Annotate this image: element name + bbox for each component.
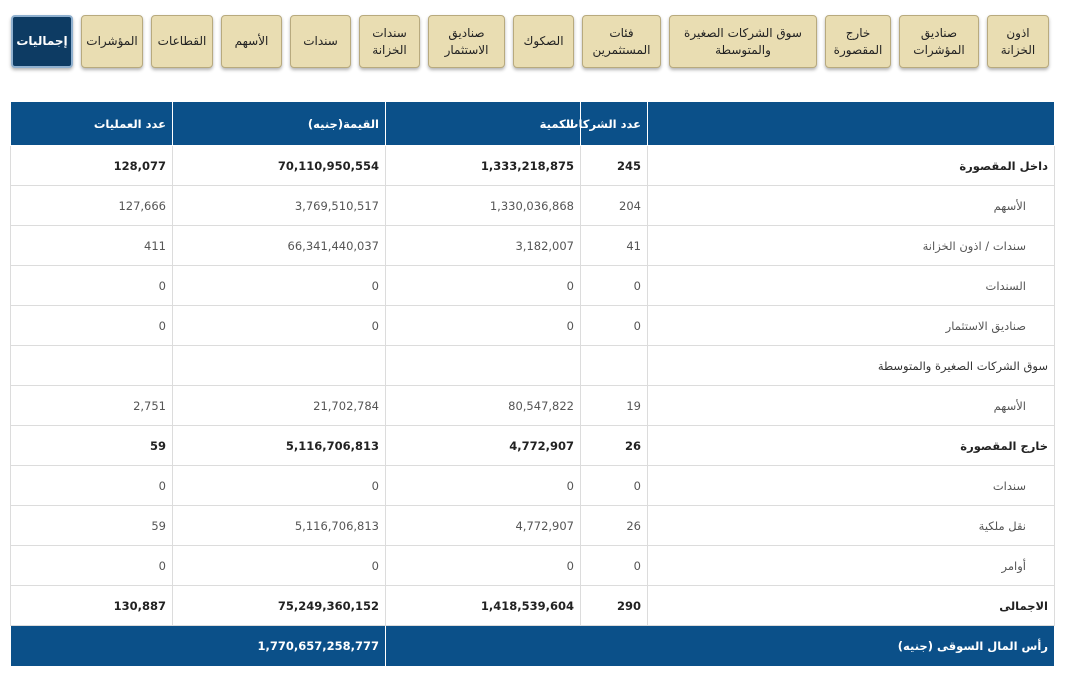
cell: 19: [580, 385, 648, 426]
footer-row: رأس المال السوقى (جنيه) 1,770,657,258,777: [10, 625, 1055, 667]
cell: 5,116,706,813: [172, 425, 386, 466]
cell: 128,077: [10, 145, 173, 186]
cell: 0: [385, 265, 581, 306]
cell: 4,772,907: [385, 505, 581, 546]
cell: 1,330,036,868: [385, 185, 581, 226]
row-label: صناديق الاستثمار: [647, 305, 1055, 346]
header-cell: عدد الشركات: [567, 101, 648, 146]
table-row: سندات 0 0 0 0: [10, 465, 1055, 506]
cell: 290: [580, 585, 648, 626]
cell: 41: [580, 225, 648, 266]
cell: 0: [172, 265, 386, 306]
cell: 3,769,510,517: [172, 185, 386, 226]
header-cell: عدد العمليات: [10, 101, 173, 146]
tab[interactable]: صناديق الاستثمار: [428, 15, 505, 68]
cell: 0: [580, 465, 648, 506]
cell: 70,110,950,554: [172, 145, 386, 186]
header-cell: [647, 101, 1055, 146]
cell: 245: [580, 145, 648, 186]
table-row: صناديق الاستثمار 0 0 0 0: [10, 305, 1055, 346]
tab[interactable]: الأسهم: [221, 15, 282, 68]
cell: 21,702,784: [172, 385, 386, 426]
table-row: السندات 0 0 0 0: [10, 265, 1055, 306]
cell: 66,341,440,037: [172, 225, 386, 266]
table-row: خارج المقصورة 26 4,772,907 5,116,706,813 59: [10, 425, 1055, 466]
table-row: الأسهم 204 1,330,036,868 3,769,510,517 127,6…: [10, 185, 1055, 226]
tab[interactable]: إجماليات: [11, 15, 73, 68]
cell: 0: [10, 265, 173, 306]
footer-value: 1,770,657,258,777: [10, 625, 386, 667]
row-label: الاجمالى: [647, 585, 1055, 626]
table-row: الاجمالى 290 1,418,539,604 75,249,360,152 13…: [10, 585, 1055, 626]
cell: [172, 345, 386, 386]
header-cell: القيمة(جنيه): [172, 101, 386, 146]
tab[interactable]: صناديق المؤشرات: [899, 15, 979, 68]
cell: 127,666: [10, 185, 173, 226]
tab[interactable]: فئات المستثمرين: [582, 15, 661, 68]
cell: 411: [10, 225, 173, 266]
tab[interactable]: خارج المقصورة: [825, 15, 891, 68]
row-label: سوق الشركات الصغيرة والمتوسطة: [647, 345, 1055, 386]
cell: 0: [172, 305, 386, 346]
cell: [385, 345, 581, 386]
row-label: نقل ملكية: [647, 505, 1055, 546]
tab[interactable]: سندات: [290, 15, 351, 68]
cell: 0: [10, 545, 173, 586]
row-label: داخل المقصورة: [647, 145, 1055, 186]
cell: 0: [580, 545, 648, 586]
cell: 59: [10, 505, 173, 546]
cell: 0: [10, 305, 173, 346]
row-label: السندات: [647, 265, 1055, 306]
cell: 5,116,706,813: [172, 505, 386, 546]
cell: 204: [580, 185, 648, 226]
cell: 26: [580, 505, 648, 546]
table-body: داخل المقصورة 245 1,333,218,875 70,110,950,…: [10, 145, 1055, 667]
table-row: نقل ملكية 26 4,772,907 5,116,706,813 59: [10, 505, 1055, 546]
row-label: الأسهم: [647, 185, 1055, 226]
tab[interactable]: اذون الخزانة: [987, 15, 1049, 68]
row-label: سندات / اذون الخزانة: [647, 225, 1055, 266]
cell: 3,182,007: [385, 225, 581, 266]
header-row: عدد الشركات الكمية القيمة(جنيه) عدد العمليا…: [10, 101, 1055, 146]
cell: 0: [580, 305, 648, 346]
cell: 1,418,539,604: [385, 585, 581, 626]
cell: 0: [385, 305, 581, 346]
table-row: الأسهم 19 80,547,822 21,702,784 2,751: [10, 385, 1055, 426]
cell: 0: [10, 465, 173, 506]
table-row: سندات / اذون الخزانة 41 3,182,007 66,341,44…: [10, 225, 1055, 266]
cell: 59: [10, 425, 173, 466]
tab[interactable]: المؤشرات: [81, 15, 143, 68]
tab[interactable]: سندات الخزانة: [359, 15, 420, 68]
cell: [580, 345, 648, 386]
table-row: داخل المقصورة 245 1,333,218,875 70,110,950,…: [10, 145, 1055, 186]
cell: 1,333,218,875: [385, 145, 581, 186]
cell: 26: [580, 425, 648, 466]
row-label: الأسهم: [647, 385, 1055, 426]
cell: 80,547,822: [385, 385, 581, 426]
footer-label: رأس المال السوقى (جنيه): [385, 625, 1055, 667]
tab[interactable]: القطاعات: [151, 15, 213, 68]
cell: 0: [172, 545, 386, 586]
table-row: سوق الشركات الصغيرة والمتوسطة: [10, 345, 1055, 386]
tab-bar: إجماليات المؤشرات القطاعات الأسهم سندات سندات…: [11, 15, 1049, 68]
header-cell: الكمية: [385, 101, 581, 146]
row-label: أوامر: [647, 545, 1055, 586]
cell: 75,249,360,152: [172, 585, 386, 626]
summary-table: عدد الشركات الكمية القيمة(جنيه) عدد العمليا…: [10, 101, 1055, 667]
cell: 4,772,907: [385, 425, 581, 466]
cell: 2,751: [10, 385, 173, 426]
tab[interactable]: سوق الشركات الصغيرة والمتوسطة: [669, 15, 817, 68]
row-label: سندات: [647, 465, 1055, 506]
cell: 0: [580, 265, 648, 306]
cell: 130,887: [10, 585, 173, 626]
cell: [10, 345, 173, 386]
cell: 0: [385, 465, 581, 506]
tab[interactable]: الصكوك: [513, 15, 574, 68]
cell: 0: [172, 465, 386, 506]
cell: 0: [385, 545, 581, 586]
table-row: أوامر 0 0 0 0: [10, 545, 1055, 586]
row-label: خارج المقصورة: [647, 425, 1055, 466]
